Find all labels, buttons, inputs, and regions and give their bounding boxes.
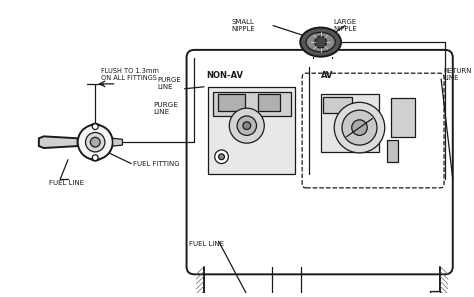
Polygon shape	[113, 138, 122, 146]
Circle shape	[352, 120, 367, 135]
Circle shape	[342, 110, 377, 145]
Bar	[208, 87, 295, 174]
Text: AV: AV	[320, 71, 333, 80]
Circle shape	[78, 125, 113, 160]
Circle shape	[237, 116, 256, 135]
Text: FUEL LINE: FUEL LINE	[190, 241, 225, 247]
Text: PURGE
LINE: PURGE LINE	[157, 78, 181, 90]
Bar	[387, 140, 398, 162]
Circle shape	[229, 108, 264, 143]
Circle shape	[85, 132, 105, 152]
FancyBboxPatch shape	[187, 50, 453, 274]
Ellipse shape	[300, 28, 341, 57]
Text: NON-AV: NON-AV	[206, 71, 243, 80]
Text: FUEL LINE: FUEL LINE	[48, 180, 84, 186]
Circle shape	[215, 150, 228, 164]
Ellipse shape	[306, 32, 335, 52]
Bar	[258, 94, 280, 111]
Polygon shape	[39, 136, 78, 148]
Text: FUEL FITTING: FUEL FITTING	[133, 161, 180, 167]
Bar	[213, 92, 291, 116]
Text: LARGE
NIPPLE: LARGE NIPPLE	[333, 19, 357, 32]
Circle shape	[315, 36, 327, 48]
Text: RETURN
LINE: RETURN LINE	[443, 68, 472, 81]
Ellipse shape	[84, 124, 106, 161]
Bar	[218, 94, 245, 111]
Circle shape	[243, 122, 251, 129]
Circle shape	[91, 137, 100, 147]
Circle shape	[219, 154, 225, 160]
Text: FLUSH TO 1.3mm
ON ALL FITTINGS: FLUSH TO 1.3mm ON ALL FITTINGS	[101, 68, 159, 81]
Text: SMALL
NIPPLE: SMALL NIPPLE	[231, 19, 255, 32]
Text: PURGE
LINE: PURGE LINE	[154, 102, 178, 115]
Circle shape	[92, 124, 98, 129]
Bar	[323, 97, 352, 113]
Circle shape	[334, 102, 385, 153]
Bar	[320, 94, 379, 152]
Bar	[430, 291, 440, 297]
Circle shape	[92, 155, 98, 161]
Bar	[391, 99, 415, 137]
